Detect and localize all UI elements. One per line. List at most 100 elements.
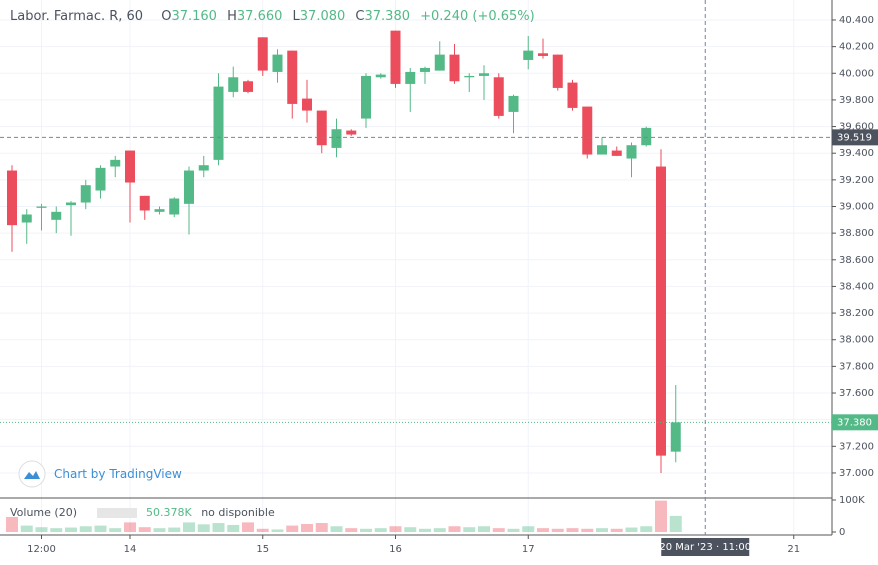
volume-bar [65,527,77,532]
candle-body [154,209,165,212]
candle-body [110,159,121,167]
volume-bar [301,524,313,532]
volume-tick-label: 0 [839,527,845,538]
ohlc-key: O [161,9,172,24]
candle-body [21,214,32,223]
candle-body [257,37,268,71]
volume-bar [360,528,372,532]
volume-bar [212,523,225,532]
y-tick-label: 39.000 [839,202,874,213]
volume-bar [227,524,240,532]
volume-bar [522,526,535,532]
candle-body [538,53,548,56]
volume-legend: Volume (20) 50.378K no disponible [10,506,275,519]
candle-body [80,185,91,203]
candle-body [405,71,416,84]
ohlc-key: H [227,9,237,24]
volume-bar [625,527,638,532]
volume-bar [168,527,181,532]
ohlc-key: L [292,9,300,24]
volume-bar [640,526,653,532]
volume-bar [138,527,151,532]
watermark-logo [18,460,46,488]
ohlc-value: 37.380 [364,9,411,24]
crosshair-time-badge [661,538,750,556]
candle-body [36,206,47,208]
watermark[interactable]: Chart by TradingView [18,460,182,488]
candle-body [464,75,475,78]
candle-body [582,106,593,155]
y-tick-label: 40.400 [839,15,874,26]
y-tick-label: 38.200 [839,308,874,319]
volume-bar [271,529,284,532]
last-price-label: 37.380 [837,417,872,428]
candle-body [66,202,76,206]
volume-buttons[interactable] [96,508,137,518]
volume-bar [79,526,92,532]
crosshair-price-badge [832,129,878,146]
last-price-badge [832,414,878,431]
volume-bar [315,523,328,532]
volume-bar [345,528,358,532]
y-tick-label: 37.000 [839,468,874,479]
candle-body [508,95,519,112]
candle-body [390,30,401,84]
volume-bar [448,526,461,532]
watermark-text: Chart by TradingView [54,467,182,481]
volume-value: 50.378K [146,506,192,519]
volume-bar [330,526,343,532]
legend-header: Labor. Farmac. R, 60 O37.160 H37.660 L37… [10,9,541,24]
volume-bar [286,525,299,532]
candle-body [434,54,445,71]
ohlc-value: 37.080 [299,9,346,24]
candle-body [213,86,224,160]
volume-bar [109,528,122,532]
volume-bar [35,527,48,532]
x-tick-label: 12:00 [27,544,56,555]
y-tick-label: 38.400 [839,281,874,292]
x-tick-label: 14 [124,544,137,555]
candle-body [361,75,371,119]
x-tick-label: 16 [389,544,402,555]
x-tick-label: 21 [787,544,800,555]
x-tick-label: 15 [256,544,269,555]
candle-body [420,67,430,72]
volume-bar [581,528,594,532]
candle-body [169,198,180,215]
candle-body [272,54,283,72]
volume-bar [94,525,107,532]
candle-body [139,195,150,211]
candle-body [641,127,652,146]
volume-bar [478,526,490,532]
volume-bar [124,522,136,532]
candle-body [479,73,489,76]
candle-body [316,110,327,146]
volume-bar [153,528,166,532]
y-tick-label: 38.600 [839,255,874,266]
volume-bar [596,528,608,532]
y-tick-label: 37.200 [839,441,874,452]
y-tick-label: 37.800 [839,361,874,372]
volume-bar [389,526,402,532]
candle-body [656,166,666,456]
candle-body [243,81,253,92]
symbol[interactable]: Labor. Farmac. R, 60 [10,9,144,24]
volume-name[interactable]: Volume (20) [10,506,77,519]
ohlc-key: C [355,9,365,24]
candle-body [125,150,135,183]
volume-bar [463,527,476,532]
ohlc-value: 37.160 [171,9,217,24]
y-tick-label: 39.200 [839,175,874,186]
candle-body [198,165,209,171]
volume-bar [374,528,387,532]
volume-bar [566,528,579,532]
candle-body [670,422,681,452]
candle-body [184,170,194,204]
candle-body [597,145,607,155]
candle-body [7,170,17,226]
y-tick-label: 40.200 [839,42,874,53]
candle-body [228,77,239,92]
volume-bar [507,528,520,532]
